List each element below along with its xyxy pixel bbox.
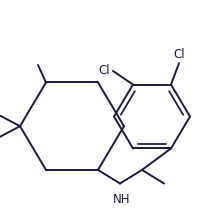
Text: Cl: Cl [98,64,110,78]
Text: Cl: Cl [173,48,185,61]
Text: NH: NH [113,193,131,206]
